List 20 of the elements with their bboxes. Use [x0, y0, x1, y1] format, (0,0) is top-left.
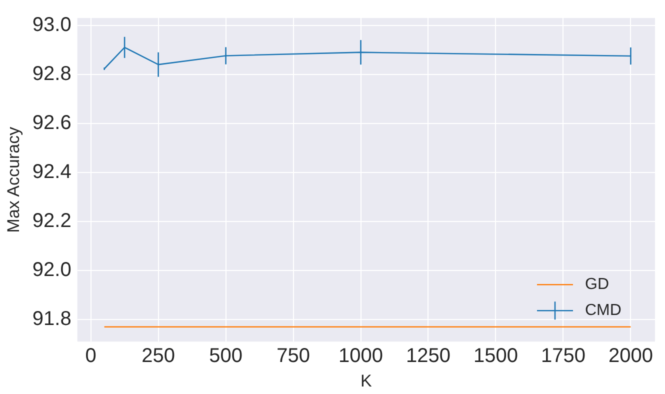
- y-tick-label: 93.0: [32, 14, 72, 36]
- y-tick-label: 92.8: [32, 62, 72, 85]
- y-tick-label: 92.2: [32, 210, 72, 232]
- y-tick-label: 92.4: [32, 160, 72, 183]
- x-tick-label: 1750: [540, 345, 586, 368]
- legend-label: GD: [585, 276, 609, 294]
- x-tick-label: 0: [85, 345, 96, 368]
- y-tick-label: 91.8: [32, 308, 72, 330]
- x-tick-label: 1250: [406, 345, 450, 368]
- y-tick-label: 92.0: [32, 259, 72, 282]
- x-tick-label: 500: [209, 345, 242, 368]
- x-tick-label: 2000: [608, 345, 653, 368]
- y-axis-title: Max Accuracy: [4, 126, 23, 233]
- x-tick-label: 1500: [473, 345, 518, 368]
- x-tick-label: 250: [142, 345, 175, 368]
- legend-label: CMD: [585, 302, 622, 320]
- y-tick-label: 92.6: [32, 112, 72, 134]
- x-tick-label: 750: [276, 345, 310, 368]
- x-tick-label: 1000: [338, 345, 384, 368]
- x-axis-title: K: [360, 371, 372, 390]
